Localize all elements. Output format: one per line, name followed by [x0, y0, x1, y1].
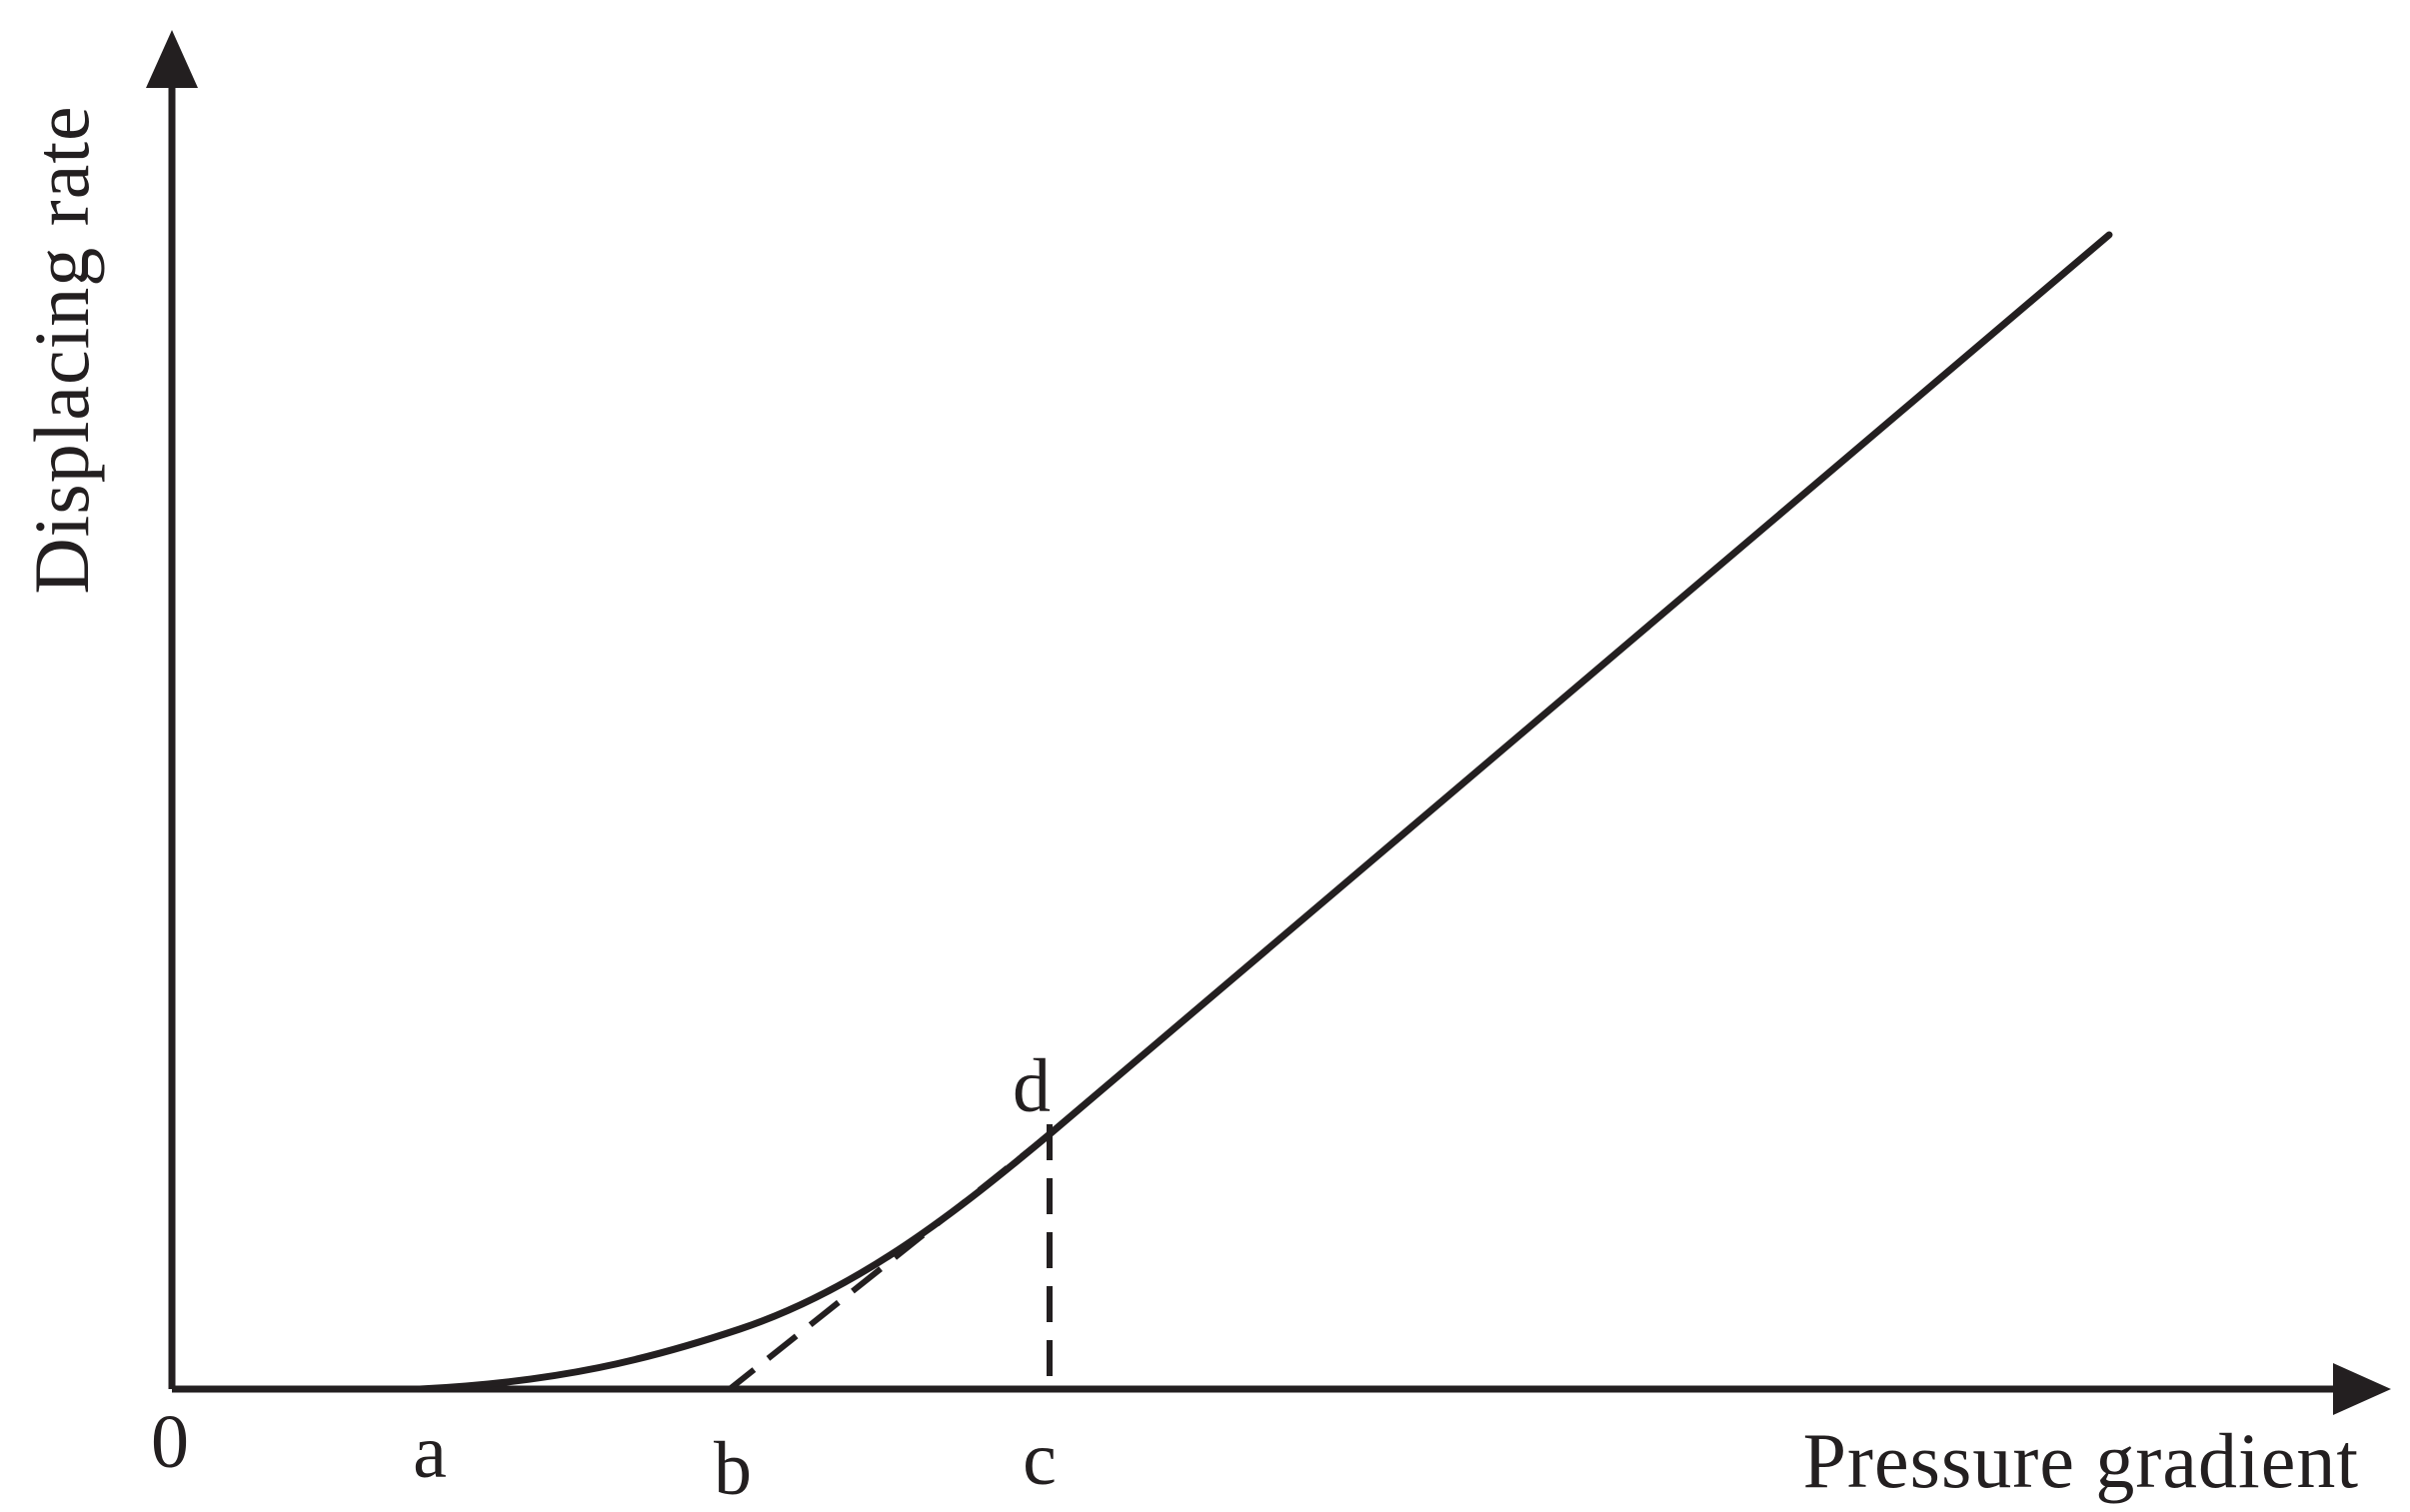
x-axis-arrowhead	[2333, 1363, 2391, 1415]
x-axis-label: Pressure gradient	[1803, 1417, 2359, 1504]
origin-label: 0	[151, 1400, 189, 1484]
point-label-b: b	[714, 1427, 752, 1511]
y-axis-arrowhead	[146, 30, 198, 88]
point-label-c: c	[1023, 1417, 1057, 1501]
point-label-d: d	[1013, 1044, 1051, 1128]
point-label-a: a	[413, 1410, 447, 1494]
y-axis-label: Displacing rate	[18, 105, 105, 594]
tangent-extrapolation-dashed	[728, 1131, 1052, 1392]
flow-curve	[416, 231, 2113, 1393]
